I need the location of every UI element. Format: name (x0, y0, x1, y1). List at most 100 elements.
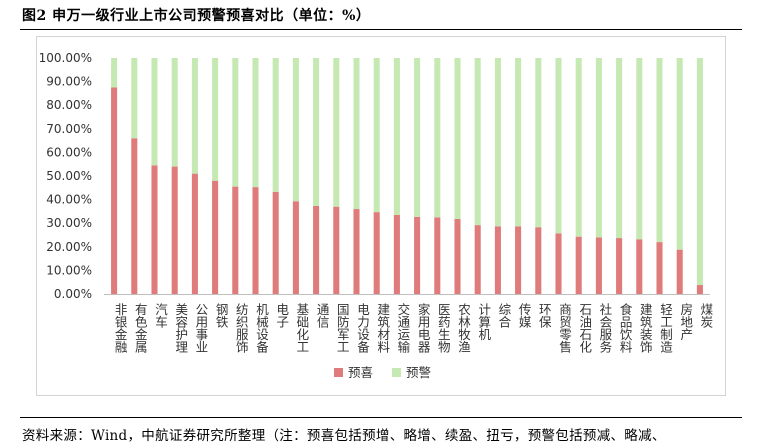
bar-yuxi (434, 217, 441, 294)
bar-yuxi (151, 165, 158, 294)
bar-yujing (292, 58, 299, 202)
bar-yuxi (616, 238, 623, 294)
bar-yujing (353, 58, 360, 210)
x-tick-label: 计算机 (476, 303, 491, 341)
bar-yuxi (333, 206, 340, 294)
bar-yujing (656, 58, 663, 243)
x-tick-label: 非银金融 (113, 303, 128, 354)
x-tick-label: 美容护理 (173, 303, 188, 353)
x-tick-label: 国防军工 (335, 303, 350, 353)
y-tick-label: 80.00% (46, 98, 92, 112)
bar-yujing (474, 58, 481, 226)
bar-yuxi (373, 212, 380, 294)
x-tick-label: 有色金属 (133, 303, 148, 354)
y-tick-label: 20.00% (46, 240, 92, 254)
bottom-rule (20, 417, 742, 418)
bar-yuxi (353, 209, 360, 294)
bar-yuxi (535, 227, 542, 294)
legend-label-yuxi: 预喜 (348, 365, 373, 380)
x-tick-label: 公用事业 (193, 303, 208, 353)
y-tick-label: 60.00% (46, 145, 92, 159)
x-tick-label: 家用电器 (416, 302, 431, 354)
x-tick-label: 通信 (315, 303, 330, 329)
bar-yuxi (656, 242, 663, 294)
top-rule (20, 29, 742, 30)
x-tick-label: 煤炭 (698, 303, 713, 329)
bar-yujing (414, 58, 421, 217)
bar-yujing (535, 58, 542, 228)
x-tick-label: 电力设备 (355, 303, 370, 354)
bar-yujing (494, 58, 501, 227)
bar-yuxi (252, 187, 259, 294)
x-tick-label: 农林牧渔 (456, 303, 471, 353)
bar-yujing (212, 58, 219, 181)
bar-yuxi (636, 239, 643, 294)
legend-label-yujing: 预警 (406, 365, 431, 380)
x-tick-label: 社会服务 (597, 302, 612, 353)
bar-yuxi (212, 180, 219, 294)
bar-yujing (454, 58, 461, 219)
x-tick-label: 环保 (537, 303, 552, 328)
bar-yuxi (292, 201, 299, 294)
bar-yuxi (454, 218, 461, 294)
bar-yujing (575, 58, 582, 237)
bar-yuxi (171, 166, 178, 294)
bar-yujing (676, 58, 683, 250)
bar-yuxi (272, 191, 279, 294)
x-tick-label: 食品饮料 (618, 302, 633, 353)
y-tick-label: 40.00% (46, 193, 92, 207)
y-tick-label: 0.00% (54, 287, 92, 301)
y-tick-label: 70.00% (46, 122, 92, 136)
bar-yujing (333, 58, 340, 207)
bar-yuxi (575, 236, 582, 294)
x-tick-label: 交通运输 (395, 302, 410, 354)
x-tick-label: 房地产 (678, 302, 693, 341)
bar-yujing (515, 58, 522, 227)
x-tick-label: 综合 (496, 303, 511, 328)
x-tick-label: 建筑装饰 (638, 303, 653, 353)
bar-yujing (555, 58, 562, 234)
bar-yujing (252, 58, 259, 188)
chart-frame (36, 36, 726, 396)
x-tick-label: 纺织服饰 (234, 303, 249, 353)
bar-yujing (232, 58, 239, 187)
x-tick-label: 医药生物 (436, 303, 451, 354)
bar-yuxi (515, 226, 522, 294)
x-tick-label: 电子 (274, 303, 289, 328)
source-note: 资料来源：Wind，中航证券研究所整理（注：预喜包括预增、略增、续盈、扭亏，预警… (22, 428, 666, 444)
bar-yuxi (414, 216, 421, 294)
bar-yujing (373, 58, 380, 213)
x-tick-label: 汽车 (153, 302, 168, 329)
x-tick-label: 商贸零售 (557, 302, 572, 353)
bar-yuxi (555, 233, 562, 294)
bar-yujing (595, 58, 602, 238)
x-tick-label: 轻工制造 (658, 303, 673, 353)
bar-yuxi (191, 173, 198, 294)
bar-yujing (191, 58, 198, 174)
bar-yujing (313, 58, 320, 206)
y-tick-label: 30.00% (46, 216, 92, 230)
bar-yujing (111, 58, 118, 88)
bar-yuxi (313, 205, 320, 294)
legend-swatch-yuxi (334, 368, 343, 377)
bar-yujing (696, 58, 703, 286)
bar-yuxi (494, 226, 501, 294)
bar-yuxi (393, 214, 400, 294)
y-tick-label: 100.00% (39, 51, 92, 65)
x-tick-label: 机械设备 (254, 303, 269, 354)
bar-yuxi (131, 138, 138, 294)
bar-yuxi (676, 249, 683, 294)
bar-yujing (434, 58, 441, 218)
bar-yuxi (595, 237, 602, 294)
bar-yujing (151, 58, 158, 166)
bar-yuxi (232, 186, 239, 294)
bar-yujing (393, 58, 400, 215)
bar-yujing (272, 58, 279, 192)
legend-swatch-yujing (392, 368, 401, 377)
bar-yujing (131, 58, 138, 139)
bar-yujing (171, 58, 178, 167)
figure-title: 图2 申万一级行业上市公司预警预喜对比（单位：%） (22, 8, 371, 24)
y-tick-label: 50.00% (46, 169, 92, 183)
bar-yujing (636, 58, 643, 240)
